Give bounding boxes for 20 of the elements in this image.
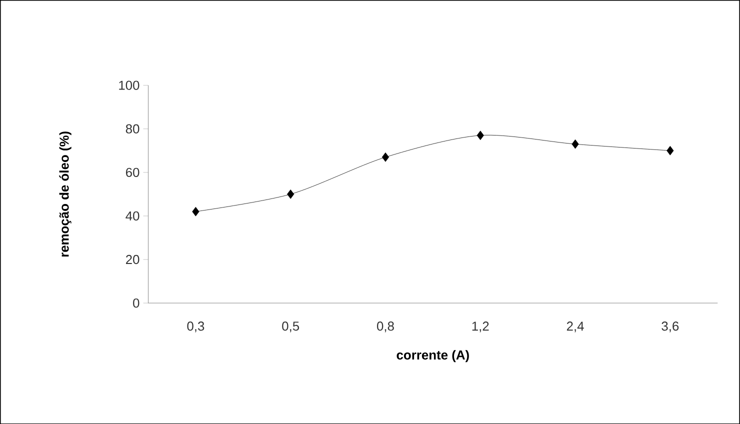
point xyxy=(572,139,579,149)
point xyxy=(476,130,484,140)
point xyxy=(666,146,674,156)
x-tick-label: 3,6 xyxy=(662,321,679,332)
x-tick-label: 0,3 xyxy=(187,321,204,332)
x-tick-label: 0,8 xyxy=(376,321,394,332)
y-tick-label: 20 xyxy=(126,254,140,264)
x-tick-label: 1,2 xyxy=(472,321,489,332)
point xyxy=(382,152,390,162)
x-axis-title: corrente (A) xyxy=(396,350,469,362)
y-tick-label: 100 xyxy=(119,80,140,90)
y-tick-label: 60 xyxy=(126,168,140,177)
x-tick-label: 2,4 xyxy=(566,321,584,332)
y-tick-label: 80 xyxy=(126,124,140,134)
y-axis-title: remoção de óleo (%) xyxy=(59,131,72,256)
y-tick-label: 40 xyxy=(126,211,140,220)
x-tick-label: 0,5 xyxy=(282,321,300,332)
point xyxy=(287,189,294,199)
point xyxy=(192,206,200,216)
y-tick-label: 0 xyxy=(133,298,140,308)
